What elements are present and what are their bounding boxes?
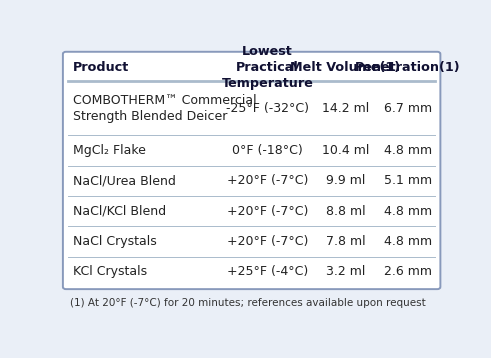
Text: NaCl/KCl Blend: NaCl/KCl Blend [73,205,166,218]
Text: KCl Crystals: KCl Crystals [73,265,147,278]
Text: Product: Product [73,61,129,74]
Text: NaCl Crystals: NaCl Crystals [73,235,157,248]
Text: 4.8 mm: 4.8 mm [383,235,432,248]
Text: NaCl/Urea Blend: NaCl/Urea Blend [73,174,176,187]
Text: 5.1 mm: 5.1 mm [383,174,432,187]
Text: 0°F (-18°C): 0°F (-18°C) [232,144,303,157]
Text: +20°F (-7°C): +20°F (-7°C) [227,174,308,187]
FancyBboxPatch shape [63,52,440,289]
Text: 2.6 mm: 2.6 mm [383,265,432,278]
Text: 10.4 ml: 10.4 ml [322,144,369,157]
Text: Melt Volume(1): Melt Volume(1) [290,61,401,74]
Text: +20°F (-7°C): +20°F (-7°C) [227,205,308,218]
Text: (1) At 20°F (-7°C) for 20 minutes; references available upon request: (1) At 20°F (-7°C) for 20 minutes; refer… [70,299,426,309]
Text: Penetration(1): Penetration(1) [355,61,461,74]
Text: 4.8 mm: 4.8 mm [383,144,432,157]
Text: 9.9 ml: 9.9 ml [326,174,365,187]
Text: +20°F (-7°C): +20°F (-7°C) [227,235,308,248]
Text: -25°F (-32°C): -25°F (-32°C) [226,102,309,115]
Text: 3.2 ml: 3.2 ml [326,265,365,278]
Text: MgCl₂ Flake: MgCl₂ Flake [73,144,146,157]
Text: Lowest
Practical
Temperature: Lowest Practical Temperature [221,45,313,90]
Text: 4.8 mm: 4.8 mm [383,205,432,218]
Text: COMBOTHERM™ Commercial
Strength Blended Deicer: COMBOTHERM™ Commercial Strength Blended … [73,93,256,122]
Text: 8.8 ml: 8.8 ml [326,205,365,218]
Text: 7.8 ml: 7.8 ml [326,235,365,248]
Text: +25°F (-4°C): +25°F (-4°C) [227,265,308,278]
Text: 6.7 mm: 6.7 mm [383,102,432,115]
Text: 14.2 ml: 14.2 ml [322,102,369,115]
